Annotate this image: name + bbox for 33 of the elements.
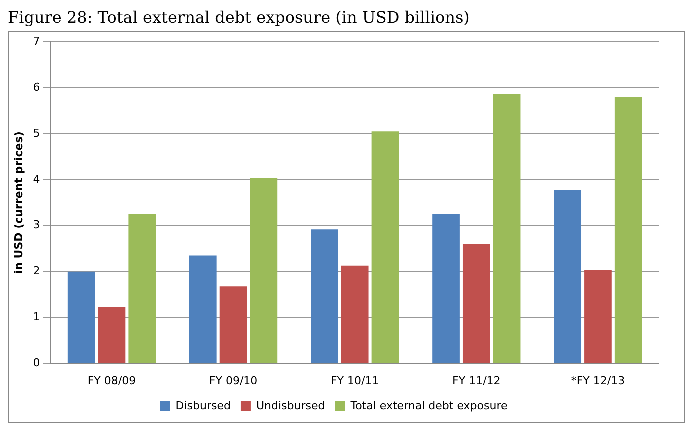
bar: [584, 270, 612, 364]
y-tick-label: 1: [33, 310, 40, 324]
bar: [462, 244, 490, 364]
bar: [128, 214, 156, 364]
legend-label: Undisbursed: [256, 399, 326, 412]
bar: [493, 94, 521, 364]
x-tick-label: FY 10/11: [330, 374, 380, 388]
y-axis-title: in USD (current prices): [12, 132, 26, 274]
bar: [554, 190, 582, 364]
bar: [250, 178, 278, 364]
bar: [372, 132, 400, 364]
y-tick-label: 4: [33, 172, 40, 186]
bar: [311, 230, 338, 364]
bar: [98, 307, 126, 364]
bar: [68, 272, 96, 364]
x-tick-label: FY 08/09: [88, 374, 136, 388]
bar: [614, 97, 642, 364]
y-tick-label: 0: [33, 356, 40, 370]
x-tick-label: FY 11/12: [452, 374, 501, 388]
bar: [432, 214, 460, 364]
y-tick-label: 6: [33, 80, 40, 94]
y-tick-label: 2: [33, 264, 40, 278]
chart-title: Figure 28: Total external debt exposure (in USD billions): [8, 8, 471, 27]
x-tick-label: *FY 12/13: [571, 374, 626, 388]
bar: [220, 286, 248, 364]
legend-label: Disbursed: [176, 399, 231, 412]
y-tick-label: 7: [33, 34, 40, 48]
legend-label: Total external debt exposure: [350, 399, 508, 412]
bar: [341, 266, 369, 364]
y-tick-label: 3: [33, 218, 40, 232]
x-tick-label: FY 09/10: [209, 374, 258, 388]
bar: [189, 256, 217, 364]
y-tick-label: 5: [33, 126, 40, 140]
